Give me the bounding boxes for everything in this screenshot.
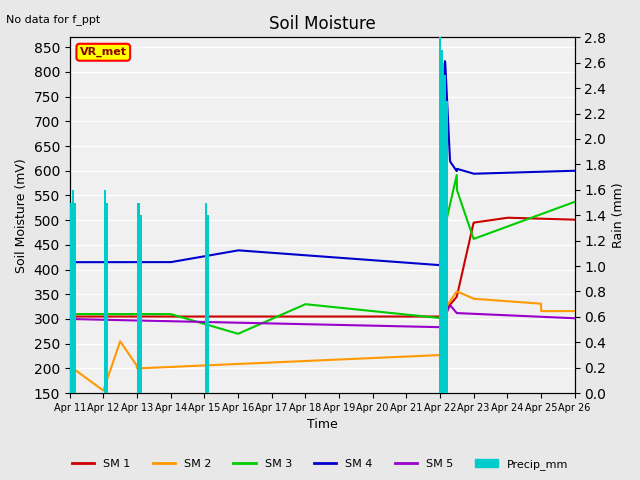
- Bar: [207, 215, 209, 393]
- Bar: [445, 101, 448, 393]
- Bar: [106, 203, 108, 393]
- Title: Soil Moisture: Soil Moisture: [269, 15, 376, 33]
- Text: VR_met: VR_met: [80, 47, 127, 58]
- Bar: [442, 63, 445, 393]
- Bar: [138, 203, 140, 393]
- Bar: [444, 75, 446, 393]
- Bar: [72, 190, 74, 393]
- Bar: [439, 37, 441, 393]
- Bar: [139, 215, 141, 393]
- Legend: SM 1, SM 2, SM 3, SM 4, SM 5, Precip_mm: SM 1, SM 2, SM 3, SM 4, SM 5, Precip_mm: [68, 455, 572, 474]
- Y-axis label: Soil Moisture (mV): Soil Moisture (mV): [15, 158, 28, 273]
- Bar: [70, 203, 72, 393]
- Y-axis label: Rain (mm): Rain (mm): [612, 182, 625, 248]
- Bar: [104, 190, 106, 393]
- Bar: [74, 203, 76, 393]
- X-axis label: Time: Time: [307, 419, 337, 432]
- Bar: [440, 50, 443, 393]
- Bar: [205, 203, 207, 393]
- Text: No data for f_ppt: No data for f_ppt: [6, 14, 100, 25]
